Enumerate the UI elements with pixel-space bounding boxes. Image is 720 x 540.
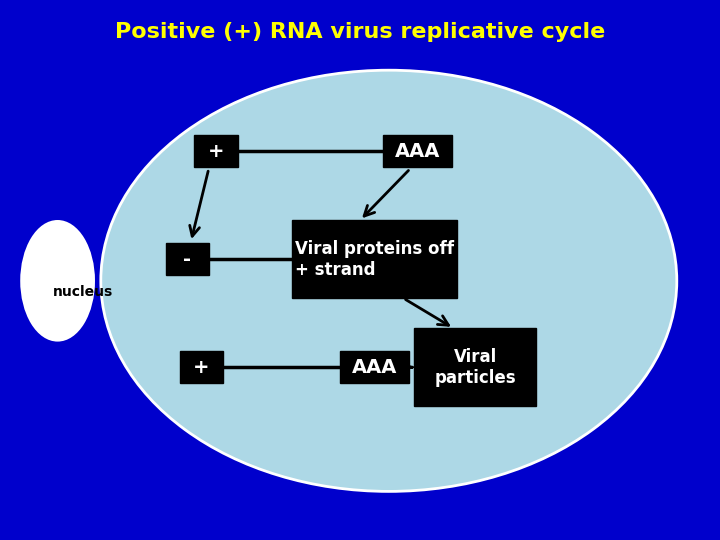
Ellipse shape: [22, 221, 94, 340]
FancyBboxPatch shape: [340, 351, 409, 383]
Text: +: +: [194, 357, 210, 377]
Ellipse shape: [101, 70, 677, 491]
FancyBboxPatch shape: [166, 243, 209, 275]
Text: +: +: [208, 141, 224, 161]
FancyBboxPatch shape: [414, 328, 536, 406]
Text: Viral proteins off
+ strand: Viral proteins off + strand: [295, 240, 454, 279]
FancyBboxPatch shape: [194, 135, 238, 167]
FancyBboxPatch shape: [292, 220, 457, 298]
FancyBboxPatch shape: [383, 135, 452, 167]
Text: nucleus: nucleus: [53, 285, 113, 299]
Text: AAA: AAA: [395, 141, 441, 161]
Text: -: -: [183, 249, 192, 269]
Text: AAA: AAA: [351, 357, 397, 377]
FancyBboxPatch shape: [180, 351, 223, 383]
Text: Viral
particles: Viral particles: [434, 348, 516, 387]
Text: Positive (+) RNA virus replicative cycle: Positive (+) RNA virus replicative cycle: [115, 22, 605, 42]
